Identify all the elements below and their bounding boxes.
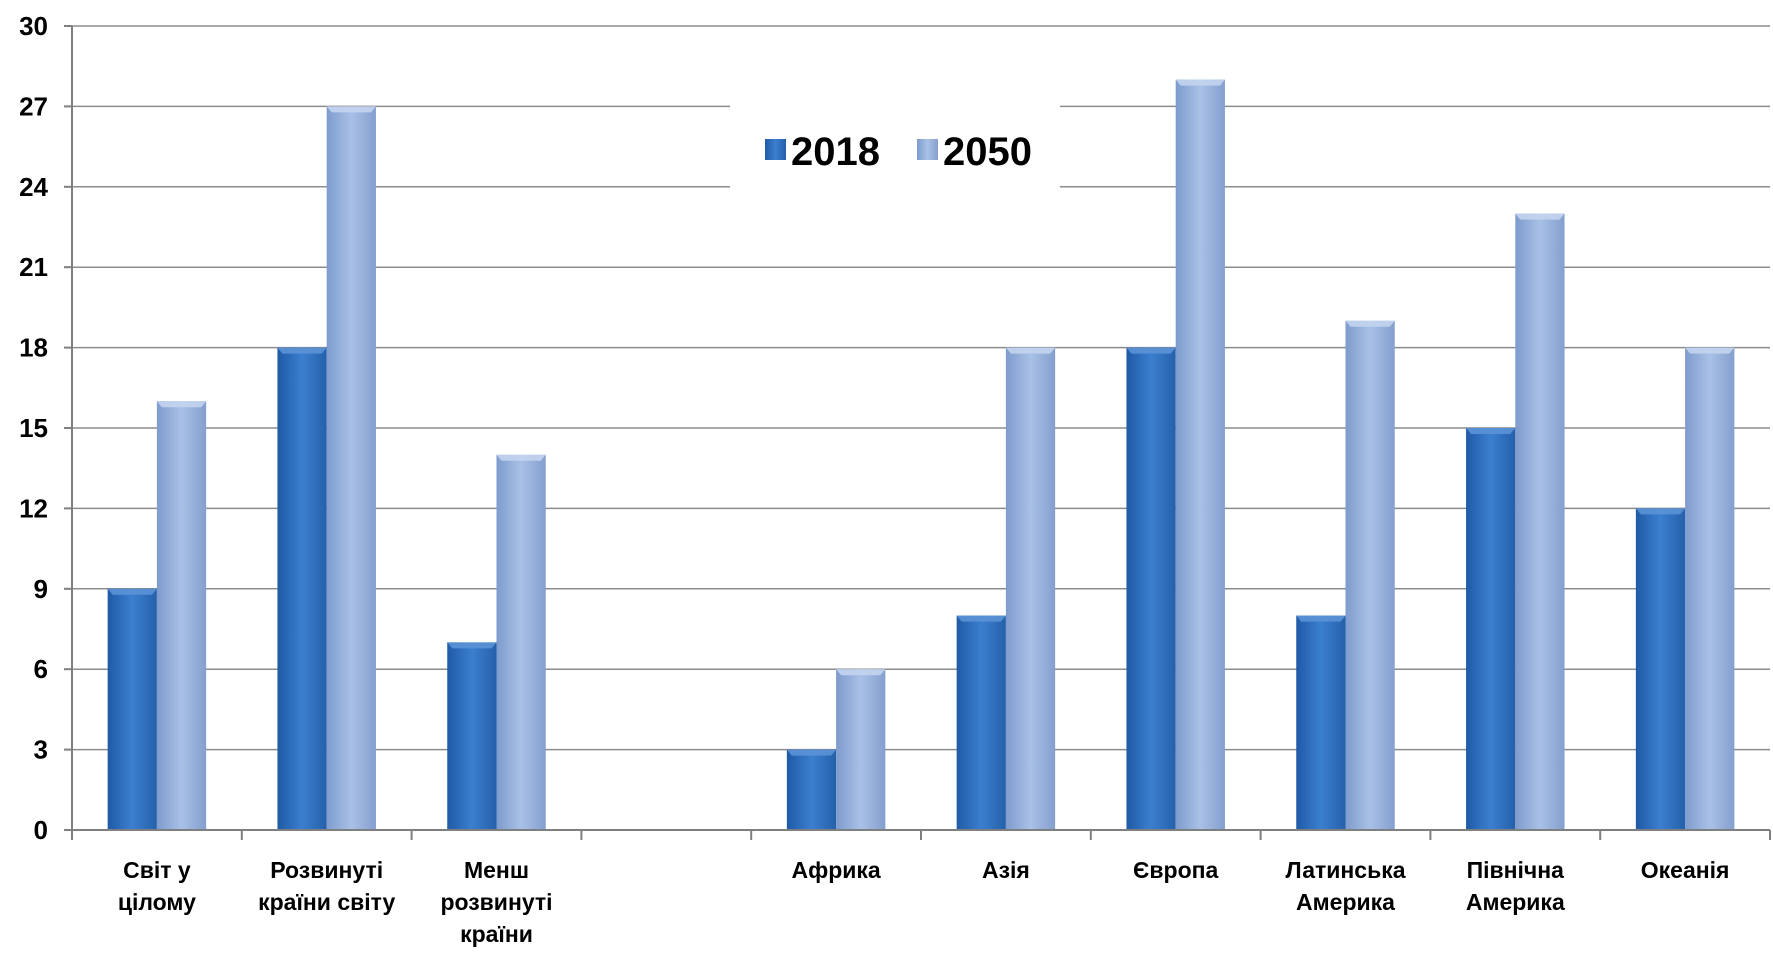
bar-2050-1 [326, 106, 376, 830]
legend-swatch [917, 139, 938, 160]
y-tick-label: 6 [34, 654, 48, 684]
y-tick-label: 24 [19, 172, 48, 202]
bar-2050-5 [1005, 347, 1056, 830]
bar-2018-9 [1635, 508, 1686, 830]
y-tick-label: 0 [34, 815, 48, 845]
x-axis-categories: Світ у цілому Розвинуті країни світу Менш роз… [118, 857, 1730, 947]
category-label: Латинська Америка [1285, 857, 1405, 915]
legend-label: 2050 [943, 130, 1032, 174]
legend-item-2050: 2050 [917, 130, 1032, 174]
bar-2018-6 [1126, 347, 1176, 830]
y-tick-label: 18 [19, 333, 48, 363]
bar-2050-6 [1175, 79, 1225, 831]
bar-2018-2 [447, 642, 497, 830]
category-label: Світ у цілому [118, 857, 196, 915]
bar-2018-7 [1296, 615, 1346, 830]
category-label: Європа [1133, 857, 1218, 883]
legend-swatch [765, 139, 786, 160]
bar-2018-1 [277, 347, 327, 830]
bar-2018-4 [786, 749, 837, 830]
y-tick-label: 9 [34, 574, 48, 604]
category-label: Менш розвинуті країни [440, 857, 552, 947]
y-tick-label: 3 [34, 735, 48, 765]
category-label: Азія [982, 857, 1030, 883]
y-tick-label: 27 [19, 91, 48, 121]
bar-2050-9 [1685, 347, 1735, 830]
bar-2018-8 [1466, 428, 1516, 830]
y-tick-label: 21 [19, 252, 48, 282]
y-tick-label: 30 [19, 11, 48, 41]
y-tick-label: 12 [19, 493, 48, 523]
bar-2050-0 [156, 401, 207, 830]
category-label: Африка [791, 857, 880, 883]
bar-2050-8 [1515, 213, 1565, 831]
category-label: Північна Америка [1466, 857, 1565, 915]
bar-2018-5 [956, 615, 1006, 830]
bar-2050-2 [496, 454, 546, 830]
y-axis-ticks: 0 3 6 9 12 15 18 21 24 27 30 [19, 11, 72, 845]
bars [107, 79, 1735, 831]
legend-label: 2018 [791, 130, 880, 174]
bar-2050-4 [836, 669, 886, 830]
bar-2050-7 [1345, 320, 1395, 830]
legend-item-2018: 2018 [765, 130, 880, 174]
category-label: Океанія [1641, 857, 1730, 883]
legend: 2018 2050 [730, 100, 1060, 192]
y-tick-label: 15 [19, 413, 48, 443]
bar-2018-0 [107, 588, 157, 830]
category-label: Розвинуті країни світу [258, 857, 395, 915]
